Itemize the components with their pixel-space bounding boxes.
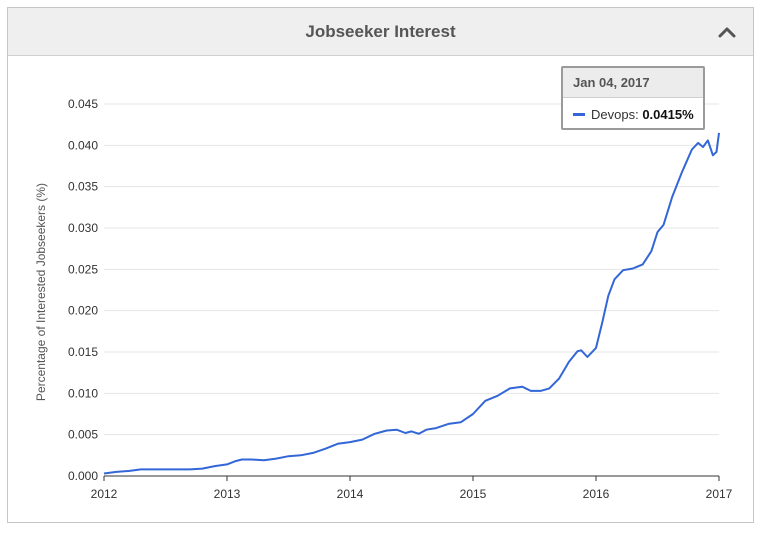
y-tick-label: 0.040 <box>68 138 98 152</box>
grid-lines <box>104 103 719 436</box>
panel-title: Jobseeker Interest <box>305 22 456 41</box>
y-tick-label: 0.020 <box>68 304 98 318</box>
chevron-up-icon <box>718 27 736 38</box>
series-swatch <box>573 113 585 117</box>
series-layer <box>103 132 720 475</box>
tooltip-separator: : <box>635 107 639 122</box>
y-tick-label: 0.030 <box>68 221 98 235</box>
y-tick-label: 0.015 <box>68 345 98 359</box>
x-tick-label: 2014 <box>337 487 364 501</box>
y-tick-label: 0.010 <box>68 386 98 400</box>
series-line-devops <box>103 132 720 475</box>
axes <box>103 475 720 481</box>
collapse-button[interactable] <box>715 20 739 44</box>
x-tick-label: 2012 <box>91 487 118 501</box>
x-tick-labels: 2012 2013 2014 2015 2016 2017 <box>91 487 733 501</box>
y-axis-label: Percentage of Interested Jobseekers (%) <box>34 183 48 401</box>
x-tick-label: 2016 <box>583 487 610 501</box>
tooltip-series-name: Devops <box>591 107 636 122</box>
y-tick-label: 0.035 <box>68 180 98 194</box>
y-tick-label: 0.000 <box>68 469 98 483</box>
y-tick-label: 0.025 <box>68 262 98 276</box>
y-tick-labels: 0.000 0.005 0.010 0.015 0.020 0.025 0.030 0.035… <box>68 97 98 483</box>
tooltip-row: Devops: 0.0415% <box>563 98 703 122</box>
tooltip-value: 0.0415% <box>642 107 694 122</box>
y-tick-label: 0.005 <box>68 428 98 442</box>
y-tick-label: 0.045 <box>68 97 98 111</box>
x-tick-label: 2017 <box>706 487 733 501</box>
tooltip-date: Jan 04, 2017 <box>563 68 703 98</box>
x-tick-label: 2013 <box>214 487 241 501</box>
tooltip: Jan 04, 2017 Devops: 0.0415% <box>561 66 705 130</box>
x-tick-label: 2015 <box>460 487 487 501</box>
panel-header: Jobseeker Interest <box>8 8 753 56</box>
